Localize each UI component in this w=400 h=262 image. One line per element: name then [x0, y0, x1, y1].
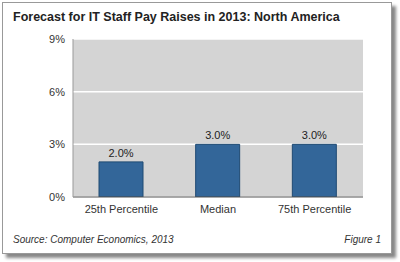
svg-text:Median: Median — [200, 203, 236, 215]
html-text:Source: Computer Economics, 20: Source: Computer Economics, 2013 — [13, 234, 174, 245]
svg-text:3%: 3% — [49, 138, 65, 150]
svg-text:75th Percentile: 75th Percentile — [278, 203, 351, 215]
svg-text:2.0%: 2.0% — [108, 147, 133, 159]
svg-text:25th Percentile: 25th Percentile — [85, 203, 158, 215]
html-text:Forecast for IT Staff Pay Rais: Forecast for IT Staff Pay Raises in 2013… — [13, 10, 340, 24]
svg-text:9%: 9% — [49, 33, 65, 45]
svg-text:3.0%: 3.0% — [205, 129, 230, 141]
svg-text:3.0%: 3.0% — [302, 129, 327, 141]
svg-text:0%: 0% — [49, 191, 65, 203]
html-text:Figure 1: Figure 1 — [344, 234, 381, 245]
svg-text:6%: 6% — [49, 86, 65, 98]
